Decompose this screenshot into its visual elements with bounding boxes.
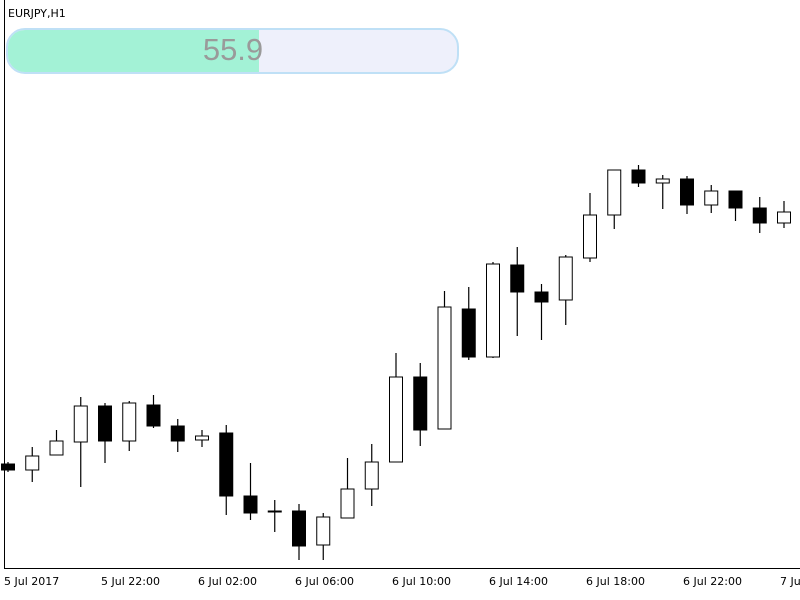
x-tick-label: 5 Jul 22:00 xyxy=(101,575,160,588)
candle-body xyxy=(631,169,646,184)
candle-body xyxy=(219,432,234,497)
candle-body xyxy=(558,256,573,301)
candle-body xyxy=(364,461,379,490)
candle-body xyxy=(413,376,428,431)
candle-body xyxy=(73,405,88,443)
candle-body xyxy=(316,516,331,546)
candle-body xyxy=(437,306,452,430)
x-tick-label: 6 Jul 10:00 xyxy=(392,575,451,588)
candle-body xyxy=(655,178,670,184)
candle-body xyxy=(607,169,622,216)
candle-body xyxy=(534,291,549,303)
candle-body xyxy=(752,207,767,224)
candle-body xyxy=(486,263,500,358)
candle-body xyxy=(243,495,258,514)
candle-body xyxy=(49,440,64,456)
candle-body xyxy=(680,178,694,206)
chart-title: EURJPY,H1 xyxy=(8,7,66,20)
x-tick-label: 6 Jul 02:00 xyxy=(198,575,257,588)
candle-body xyxy=(25,455,40,471)
candle-body xyxy=(98,405,112,442)
x-tick-label: 6 Jul 14:00 xyxy=(489,575,548,588)
x-tick-label: 6 Jul 06:00 xyxy=(295,575,354,588)
candle-body xyxy=(704,190,719,206)
candle-body xyxy=(170,425,185,442)
candle-body xyxy=(146,404,161,427)
candle-body xyxy=(195,435,209,441)
candle-body xyxy=(728,190,743,209)
x-tick-label: 5 Jul 2017 xyxy=(4,575,59,588)
candle-body xyxy=(122,402,137,442)
candle-body xyxy=(461,308,476,358)
candle-body xyxy=(292,510,306,547)
x-tick-label: 6 Jul 22:00 xyxy=(683,575,742,588)
candle-body xyxy=(510,264,525,293)
candle-body xyxy=(1,463,15,471)
x-tick-label: 7 Jul 02:00 xyxy=(780,575,800,588)
gauge-value: 55.9 xyxy=(203,32,263,67)
candle-body xyxy=(389,376,403,463)
plot-frame xyxy=(4,0,800,569)
candle-body xyxy=(583,214,597,259)
candle-body xyxy=(340,488,355,519)
candle-body xyxy=(777,211,791,224)
candle-body xyxy=(267,510,282,513)
gauge-fill xyxy=(8,30,259,72)
x-tick-label: 6 Jul 18:00 xyxy=(586,575,645,588)
